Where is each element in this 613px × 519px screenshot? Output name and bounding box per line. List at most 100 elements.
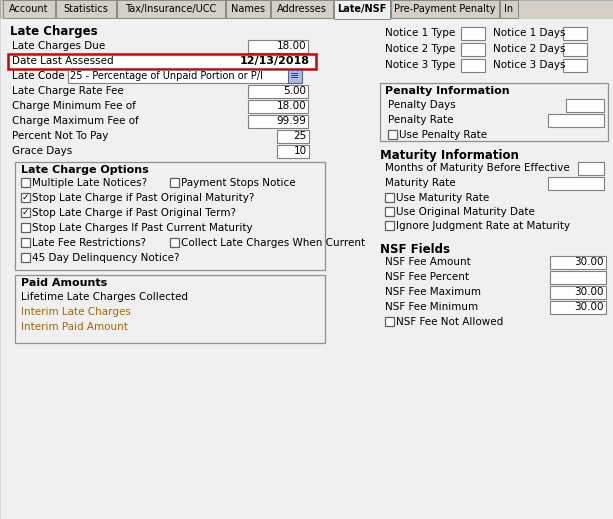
Bar — [248, 115, 308, 128]
Text: 30.00: 30.00 — [574, 302, 604, 312]
Bar — [461, 27, 485, 40]
Bar — [226, 0, 270, 18]
Text: Account: Account — [9, 4, 49, 14]
Text: 25 - Percentage of Unpaid Portion or P/I: 25 - Percentage of Unpaid Portion or P/I — [70, 71, 263, 81]
Bar — [8, 54, 316, 69]
Bar — [548, 177, 604, 190]
Text: 18.00: 18.00 — [276, 41, 306, 51]
Bar — [248, 40, 308, 53]
Text: Interim Paid Amount: Interim Paid Amount — [21, 322, 128, 332]
Bar — [248, 100, 308, 113]
Bar — [15, 162, 325, 270]
Text: 30.00: 30.00 — [574, 287, 604, 297]
Bar — [288, 70, 302, 83]
Bar — [500, 0, 518, 18]
Bar — [21, 238, 30, 247]
Text: Notice 2 Type: Notice 2 Type — [385, 44, 455, 54]
Bar — [461, 59, 485, 72]
Text: Notice 1 Type: Notice 1 Type — [385, 28, 455, 38]
Bar — [334, 0, 390, 19]
Text: Maturity Rate: Maturity Rate — [385, 178, 455, 188]
Text: NSF Fee Maximum: NSF Fee Maximum — [385, 287, 481, 297]
Text: Payment Stops Notice: Payment Stops Notice — [181, 178, 295, 188]
Bar — [388, 130, 397, 139]
Text: Months of Maturity Before Effective: Months of Maturity Before Effective — [385, 163, 569, 173]
Text: Names: Names — [231, 4, 265, 14]
Bar — [548, 114, 604, 127]
Bar — [391, 0, 499, 18]
Text: Notice 2 Days: Notice 2 Days — [493, 44, 566, 54]
Bar — [563, 43, 587, 56]
Bar — [550, 256, 606, 269]
Bar — [170, 238, 179, 247]
Bar — [21, 223, 30, 232]
Text: Percent Not To Pay: Percent Not To Pay — [12, 131, 109, 141]
Bar — [0, 0, 613, 18]
Text: 5.00: 5.00 — [283, 86, 306, 96]
Text: Late Charges Due: Late Charges Due — [12, 41, 105, 51]
Text: 12/13/2018: 12/13/2018 — [240, 56, 310, 66]
Bar — [550, 271, 606, 284]
Bar — [566, 99, 604, 112]
Text: Stop Late Charge if Past Original Term?: Stop Late Charge if Past Original Term? — [32, 208, 236, 218]
Text: 45 Day Delinquency Notice?: 45 Day Delinquency Notice? — [32, 253, 180, 263]
Bar — [563, 27, 587, 40]
Text: Late Charges: Late Charges — [10, 25, 97, 38]
Text: ≡: ≡ — [291, 72, 300, 81]
Bar — [170, 178, 179, 187]
Text: Stop Late Charges If Past Current Maturity: Stop Late Charges If Past Current Maturi… — [32, 223, 253, 233]
Text: 10: 10 — [294, 146, 307, 156]
Bar — [56, 0, 116, 18]
Text: Notice 1 Days: Notice 1 Days — [493, 28, 566, 38]
Text: Late Charge Options: Late Charge Options — [21, 165, 149, 175]
Bar — [21, 253, 30, 262]
Bar — [550, 301, 606, 314]
Text: NSF Fee Amount: NSF Fee Amount — [385, 257, 471, 267]
Text: Stop Late Charge if Past Original Maturity?: Stop Late Charge if Past Original Maturi… — [32, 193, 254, 203]
Text: Paid Amounts: Paid Amounts — [21, 278, 107, 288]
Text: Penalty Rate: Penalty Rate — [388, 115, 454, 125]
Bar — [380, 83, 608, 141]
Text: Date Last Assessed: Date Last Assessed — [12, 56, 113, 66]
Text: Late Fee Restrictions?: Late Fee Restrictions? — [32, 238, 146, 248]
Bar — [461, 43, 485, 56]
Text: Late/NSF: Late/NSF — [337, 4, 387, 14]
Text: NSF Fields: NSF Fields — [380, 243, 450, 256]
Text: 99.99: 99.99 — [276, 116, 306, 126]
Bar — [271, 0, 333, 18]
Text: 30.00: 30.00 — [574, 257, 604, 267]
Text: Notice 3 Type: Notice 3 Type — [385, 60, 455, 70]
Bar — [578, 162, 604, 175]
Text: Penalty Information: Penalty Information — [385, 86, 509, 96]
Text: 18.00: 18.00 — [276, 101, 306, 111]
Bar — [277, 145, 309, 158]
Text: Pre-Payment Penalty: Pre-Payment Penalty — [394, 4, 496, 14]
Text: Multiple Late Notices?: Multiple Late Notices? — [32, 178, 147, 188]
Bar — [550, 286, 606, 299]
Text: NSF Fee Percent: NSF Fee Percent — [385, 272, 469, 282]
Text: Use Penalty Rate: Use Penalty Rate — [399, 130, 487, 140]
Bar — [385, 221, 394, 230]
Bar — [117, 0, 225, 18]
Bar — [21, 208, 30, 217]
Text: Statistics: Statistics — [64, 4, 109, 14]
Text: Late Code: Late Code — [12, 71, 64, 81]
Bar — [385, 207, 394, 216]
Text: Penalty Days: Penalty Days — [388, 100, 455, 110]
Text: In: In — [504, 4, 514, 14]
Text: Lifetime Late Charges Collected: Lifetime Late Charges Collected — [21, 292, 188, 302]
Text: Addresses: Addresses — [277, 4, 327, 14]
Text: Ignore Judgment Rate at Maturity: Ignore Judgment Rate at Maturity — [396, 221, 570, 231]
Text: Interim Late Charges: Interim Late Charges — [21, 307, 131, 317]
Bar — [248, 85, 308, 98]
Text: ✓: ✓ — [21, 208, 29, 217]
Text: Grace Days: Grace Days — [12, 146, 72, 156]
Text: Late Charge Rate Fee: Late Charge Rate Fee — [12, 86, 124, 96]
Text: Collect Late Charges When Current: Collect Late Charges When Current — [181, 238, 365, 248]
Bar — [385, 317, 394, 326]
Text: Use Maturity Rate: Use Maturity Rate — [396, 193, 489, 203]
Text: Charge Minimum Fee of: Charge Minimum Fee of — [12, 101, 136, 111]
Bar — [277, 130, 309, 143]
Bar — [68, 70, 293, 83]
Bar — [385, 193, 394, 202]
